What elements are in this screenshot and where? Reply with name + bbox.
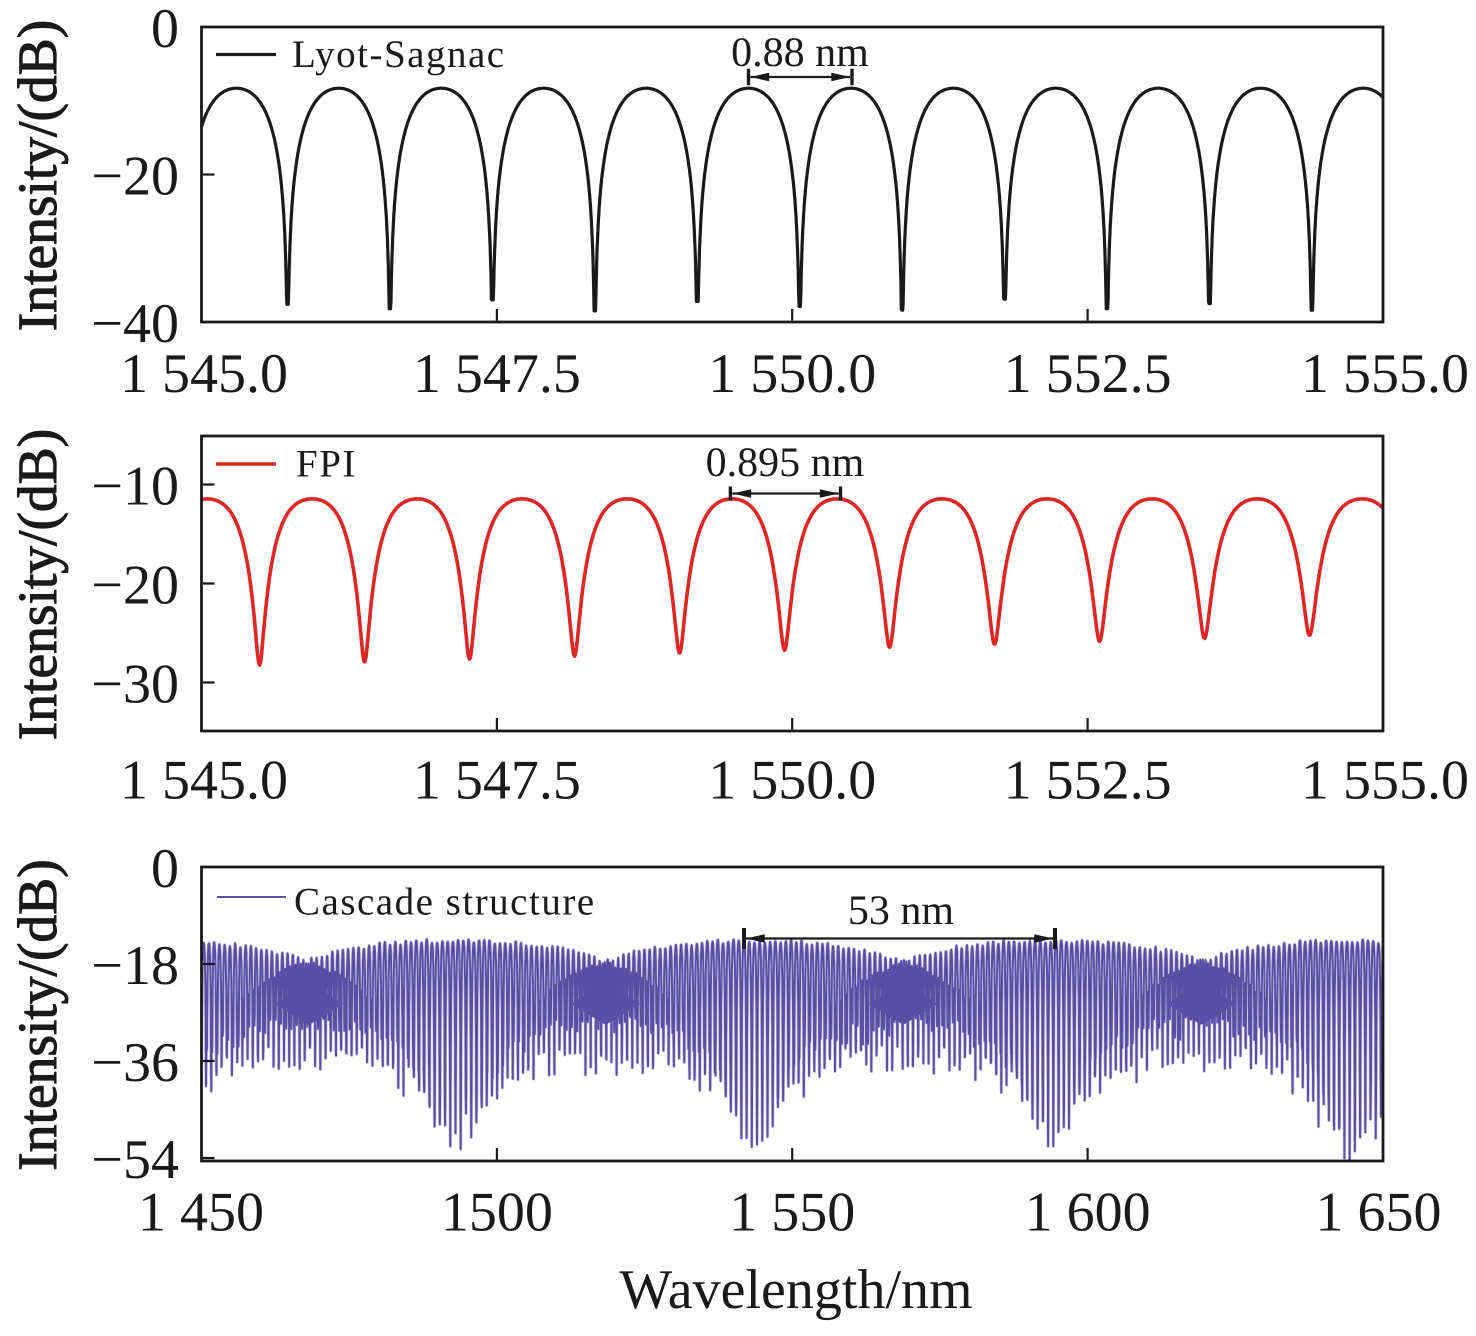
svg-text:0.895 nm: 0.895 nm (706, 440, 865, 486)
svg-text:1 552.5: 1 552.5 (1004, 343, 1172, 405)
svg-text:−20: −20 (91, 555, 179, 617)
svg-text:1 600: 1 600 (1025, 1182, 1151, 1244)
svg-text:1 552.5: 1 552.5 (1004, 750, 1172, 812)
svg-text:1 545.0: 1 545.0 (120, 750, 288, 812)
svg-text:1 650: 1 650 (1316, 1182, 1442, 1244)
svg-text:53 nm: 53 nm (848, 888, 955, 934)
svg-text:1500: 1500 (441, 1182, 553, 1244)
svg-text:0.88 nm: 0.88 nm (731, 30, 869, 76)
svg-text:1 545.0: 1 545.0 (120, 343, 288, 405)
svg-text:1 550: 1 550 (729, 1182, 855, 1244)
svg-text:−30: −30 (91, 654, 179, 716)
svg-text:1 555.0: 1 555.0 (1301, 343, 1469, 405)
svg-text:1 550.0: 1 550.0 (708, 343, 876, 405)
svg-text:0: 0 (151, 838, 179, 900)
svg-text:Intensity/(dB): Intensity/(dB) (8, 859, 69, 1170)
svg-text:Intensity/(dB): Intensity/(dB) (8, 429, 69, 740)
svg-text:−20: −20 (91, 146, 179, 208)
svg-text:1 555.0: 1 555.0 (1301, 750, 1469, 812)
svg-text:1 550.0: 1 550.0 (708, 750, 876, 812)
svg-text:−40: −40 (91, 293, 179, 355)
svg-text:Intensity/(dB): Intensity/(dB) (8, 20, 69, 331)
svg-text:−10: −10 (91, 456, 179, 518)
svg-text:1 450: 1 450 (138, 1182, 264, 1244)
svg-text:−54: −54 (91, 1129, 179, 1191)
svg-text:Cascade structure: Cascade structure (294, 881, 596, 924)
svg-text:1 547.5: 1 547.5 (413, 750, 581, 812)
svg-text:0: 0 (151, 0, 179, 60)
svg-text:−36: −36 (91, 1032, 179, 1094)
svg-text:Wavelength/nm: Wavelength/nm (619, 1259, 972, 1321)
svg-text:1 547.5: 1 547.5 (413, 343, 581, 405)
svg-text:Lyot-Sagnac: Lyot-Sagnac (292, 33, 506, 76)
svg-text:FPI: FPI (296, 443, 357, 486)
svg-text:−18: −18 (91, 935, 179, 997)
